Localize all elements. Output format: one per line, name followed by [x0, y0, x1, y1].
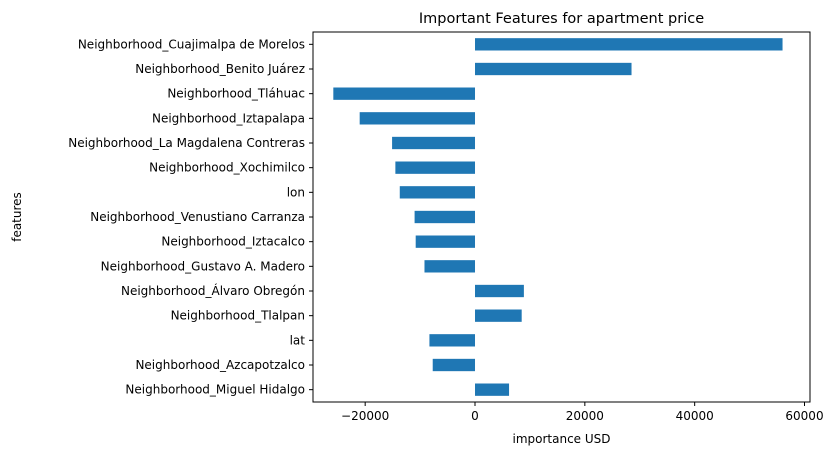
- bar: [424, 260, 476, 273]
- y-axis-label: features: [10, 192, 24, 242]
- y-axis-ticks: Neighborhood_Cuajimalpa de Morelos Neighb…: [68, 37, 313, 397]
- y-tick-label: Neighborhood_Gustavo A. Madero: [101, 259, 305, 273]
- bar: [333, 87, 476, 100]
- y-tick-label: Neighborhood_Xochimilco: [149, 161, 305, 175]
- x-axis-label: importance USD: [512, 432, 610, 446]
- x-tick-label: 0: [471, 409, 479, 423]
- y-tick-label: Neighborhood_Cuajimalpa de Morelos: [78, 37, 305, 51]
- bar: [475, 38, 783, 51]
- x-tick-label: 20000: [566, 409, 604, 423]
- bar: [392, 136, 476, 150]
- y-tick-label: lat: [290, 333, 306, 347]
- y-tick-label: Neighborhood_Álvaro Obregón: [121, 283, 305, 298]
- y-tick-label: lon: [287, 185, 305, 199]
- y-tick-label: Neighborhood_Benito Juárez: [135, 62, 305, 76]
- bar: [475, 284, 524, 298]
- x-tick-label: −20000: [341, 409, 389, 423]
- bar: [399, 186, 476, 199]
- y-tick-label: Neighborhood_Azcapotzalco: [135, 358, 305, 372]
- bar: [475, 383, 510, 396]
- x-axis-ticks: −20000 0 20000 40000 60000: [341, 402, 824, 423]
- chart-title: Important Features for apartment price: [419, 11, 704, 27]
- x-tick-label: 40000: [676, 409, 714, 423]
- y-tick-label: Neighborhood_Tlalpan: [171, 309, 305, 323]
- y-tick-label: Neighborhood_La Magdalena Contreras: [68, 136, 305, 150]
- bar: [475, 62, 632, 76]
- bar: [359, 112, 476, 125]
- plot-frame: [312, 31, 811, 403]
- bars-group: [333, 38, 783, 396]
- y-tick-label: Neighborhood_Iztapalapa: [152, 111, 305, 125]
- bar: [475, 309, 522, 322]
- y-tick-label: Neighborhood_Tláhuac: [167, 87, 305, 101]
- bar: [432, 358, 476, 372]
- bar: [395, 161, 476, 174]
- y-tick-label: Neighborhood_Iztacalco: [161, 235, 305, 249]
- y-tick-label: Neighborhood_Venustiano Carranza: [90, 210, 305, 224]
- bar: [429, 334, 476, 347]
- bar: [414, 210, 476, 224]
- x-tick-label: 60000: [785, 409, 823, 423]
- bar: [415, 235, 476, 248]
- y-tick-label: Neighborhood_Miguel Hidalgo: [125, 383, 305, 397]
